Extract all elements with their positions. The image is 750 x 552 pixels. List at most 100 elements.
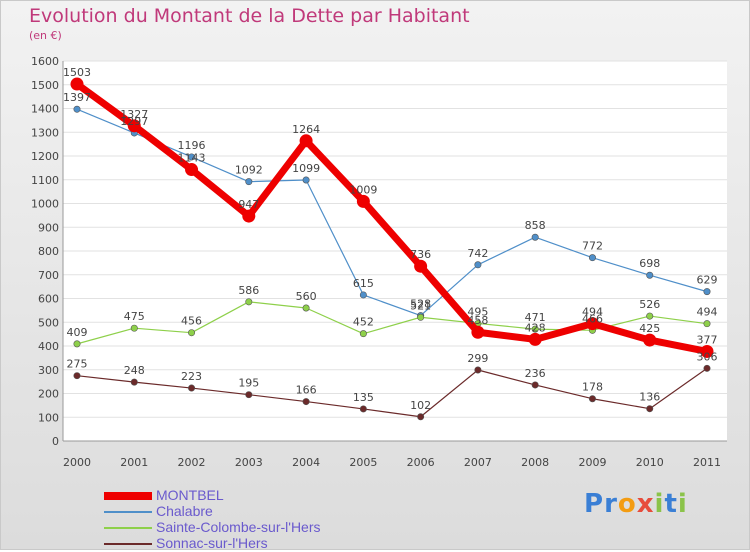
data-point	[302, 304, 310, 312]
data-label: 698	[639, 257, 660, 270]
data-label: 136	[639, 391, 660, 404]
data-point	[643, 333, 657, 347]
data-point	[474, 366, 482, 374]
y-tick-label: 0	[52, 435, 59, 448]
y-tick-label: 1500	[31, 79, 59, 92]
data-point	[359, 405, 367, 413]
legend-item: Sonnac-sur-l'Hers	[104, 535, 424, 552]
data-point	[130, 378, 138, 386]
data-point	[414, 259, 428, 273]
data-point	[73, 372, 81, 380]
data-point	[474, 261, 482, 269]
series-line-1	[76, 108, 708, 317]
legend: MONTBEL Chalabre Sainte-Colombe-sur-l'Hers…	[104, 487, 424, 552]
logo-letter: i	[677, 489, 688, 519]
y-tick-label: 100	[38, 411, 59, 424]
data-label: 526	[639, 298, 660, 311]
data-label: 248	[124, 364, 145, 377]
logo-letter: t	[664, 489, 678, 519]
data-point	[646, 271, 654, 279]
data-point	[417, 413, 425, 421]
data-label: 306	[697, 350, 718, 363]
data-point	[302, 176, 310, 184]
data-point	[588, 395, 596, 403]
y-tick-label: 1300	[31, 126, 59, 139]
data-point	[188, 329, 196, 337]
data-label: 494	[697, 306, 718, 319]
data-point	[302, 398, 310, 406]
legend-item: Chalabre	[104, 503, 424, 520]
data-point	[588, 254, 596, 262]
x-tick-label: 2001	[120, 456, 148, 469]
legend-swatch	[104, 543, 152, 545]
data-label: 1297	[120, 115, 148, 128]
data-label: 1327	[120, 108, 148, 121]
data-label: 452	[353, 316, 374, 329]
data-label: 166	[296, 384, 317, 397]
data-label: 1009	[349, 183, 377, 196]
data-label: 135	[353, 391, 374, 404]
data-label: 102	[410, 399, 431, 412]
data-label: 742	[467, 247, 488, 260]
data-point	[703, 364, 711, 372]
y-tick-label: 800	[38, 245, 59, 258]
data-point	[359, 330, 367, 338]
data-label: 1397	[63, 91, 91, 104]
y-tick-label: 600	[38, 293, 59, 306]
proxiti-logo: Proxiti	[584, 489, 688, 519]
data-label: 466	[582, 312, 603, 325]
data-label: 236	[525, 367, 546, 380]
data-point	[73, 105, 81, 113]
data-label: 425	[639, 322, 660, 335]
data-point	[188, 153, 196, 161]
x-tick-label: 2003	[235, 456, 263, 469]
legend-label: Sonnac-sur-l'Hers	[156, 535, 268, 551]
data-point	[73, 340, 81, 348]
y-tick-label: 900	[38, 221, 59, 234]
x-tick-label: 2007	[464, 456, 492, 469]
data-label: 736	[410, 248, 431, 261]
data-label: 629	[697, 274, 718, 287]
legend-item: Sainte-Colombe-sur-l'Hers	[104, 519, 424, 536]
data-label: 528	[410, 298, 431, 311]
data-label: 1196	[178, 139, 206, 152]
logo-letter: o	[617, 489, 637, 519]
data-point	[646, 312, 654, 320]
data-point	[245, 178, 253, 186]
legend-swatch	[104, 511, 152, 513]
data-point	[531, 325, 539, 333]
data-label: 560	[296, 290, 317, 303]
data-label: 275	[67, 358, 88, 371]
data-label: 299	[467, 352, 488, 365]
logo-letter: i	[654, 489, 665, 519]
y-tick-label: 1400	[31, 103, 59, 116]
chart-title: Evolution du Montant de la Dette par Hab…	[29, 5, 470, 27]
data-point	[185, 163, 199, 177]
y-tick-label: 200	[38, 388, 59, 401]
y-tick-label: 300	[38, 364, 59, 377]
data-point	[528, 332, 542, 346]
data-label: 1143	[178, 152, 206, 165]
data-point	[130, 324, 138, 332]
data-label: 615	[353, 277, 374, 290]
logo-letter: r	[604, 489, 618, 519]
x-tick-label: 2004	[292, 456, 320, 469]
x-tick-label: 2011	[693, 456, 721, 469]
data-label: 1092	[235, 164, 263, 177]
data-point	[585, 317, 599, 331]
data-label: 223	[181, 370, 202, 383]
data-label: 494	[582, 306, 603, 319]
y-tick-label: 500	[38, 316, 59, 329]
logo-letter: x	[636, 489, 655, 519]
data-point	[646, 405, 654, 413]
data-point	[703, 288, 711, 296]
data-point	[299, 134, 313, 148]
data-label: 858	[525, 219, 546, 232]
x-tick-label: 2002	[178, 456, 206, 469]
data-label: 475	[124, 310, 145, 323]
data-label: 1503	[63, 66, 91, 79]
x-tick-label: 2008	[521, 456, 549, 469]
y-tick-label: 1600	[31, 55, 59, 68]
